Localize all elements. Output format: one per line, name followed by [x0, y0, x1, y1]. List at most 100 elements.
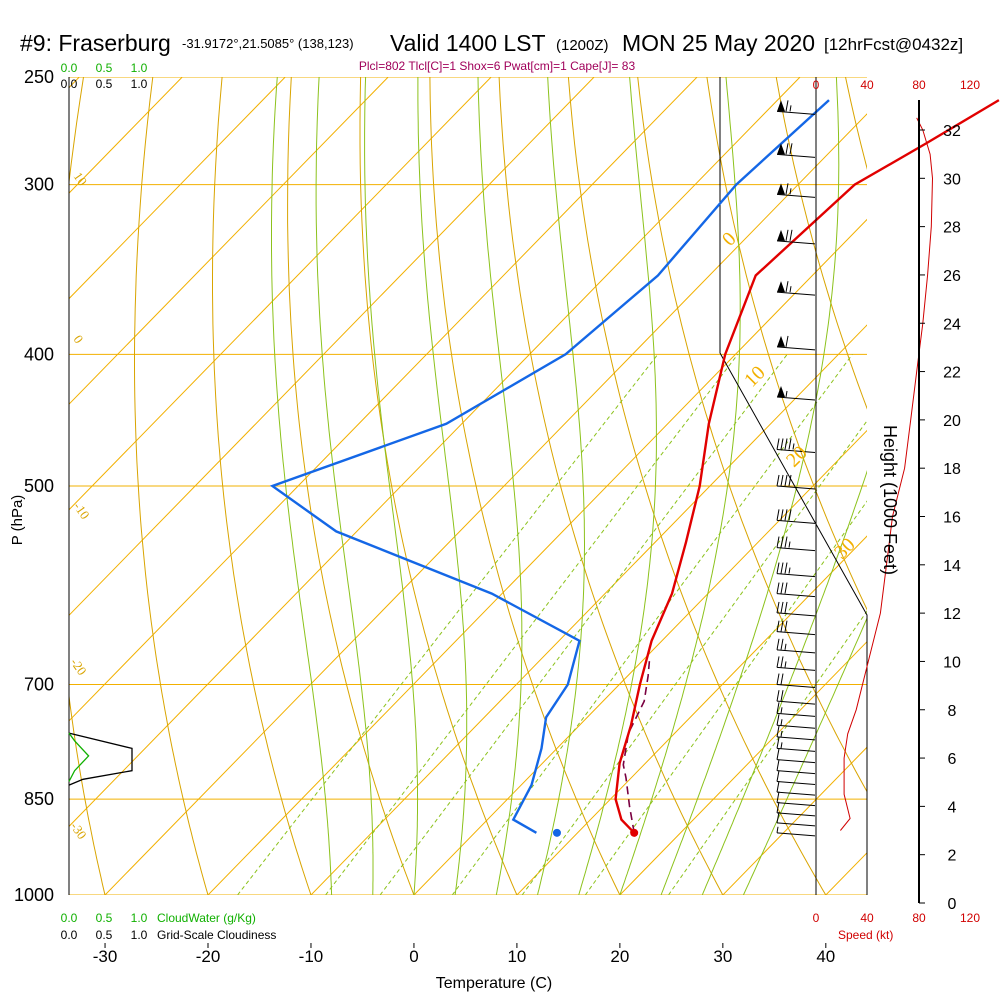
dry-adiabat-line [498, 77, 724, 895]
wind-barb-full [784, 438, 788, 450]
wind-barb-staff [776, 346, 816, 351]
dry-adiabat-line [359, 77, 518, 895]
wind-barbs [776, 100, 816, 837]
pressure-tick-label: 250 [24, 67, 54, 87]
height-tick-label: 12 [943, 606, 961, 623]
wind-barb-full [776, 791, 780, 803]
cloudiness-curve [68, 732, 133, 786]
wind-barb [776, 438, 816, 453]
pressure-tick-label: 700 [24, 675, 54, 695]
plot-boundary [719, 77, 868, 895]
wind-barb-staff [776, 759, 816, 764]
wind-barb-half [792, 443, 795, 450]
surface-temperature-dot [630, 828, 639, 837]
wind-barb-half [789, 188, 792, 195]
wind-barb [776, 714, 816, 729]
wind-barb [776, 737, 816, 752]
wind-barb [776, 620, 816, 636]
wind-barb-pennant [777, 386, 785, 398]
cloudiness-tick-top: 0.0 [61, 77, 78, 91]
wind-barb [776, 281, 816, 296]
wind-barb-full [776, 582, 780, 594]
wind-speed-curve [840, 117, 934, 831]
wind-barb [776, 183, 816, 198]
wind-barb-full [776, 801, 780, 813]
cloudwater-axis-label: CloudWater (g/Kg) [157, 911, 256, 925]
wind-barb-pennant [777, 143, 785, 155]
wind-barb-full [780, 509, 784, 521]
wind-barb-staff [776, 712, 816, 717]
wind-barb-staff [776, 547, 816, 552]
wind-barb [776, 673, 816, 689]
wind-barb [776, 725, 816, 741]
cloudiness-axis-label: Grid-Scale Cloudiness [157, 928, 276, 942]
height-tick-label: 22 [943, 365, 961, 382]
height-tick-label: 26 [943, 268, 961, 285]
wind-barb-full [780, 474, 784, 487]
isotherm-line [207, 218, 867, 895]
wind-barb-full [784, 509, 788, 521]
wind-barb-staff [776, 519, 816, 524]
temperature-tick-label: 30 [713, 947, 732, 966]
wind-barb [776, 690, 816, 705]
dry-adiabat-line [567, 77, 827, 895]
wind-barb-full [785, 229, 789, 241]
height-tick-label: 18 [943, 461, 961, 478]
pressure-axis-label: P (hPa) [9, 495, 26, 546]
cloudiness-tick-bottom: 0.0 [61, 928, 78, 942]
wind-barb-pennant [777, 281, 785, 293]
cloudwater-tick-bottom: 0.0 [61, 911, 78, 925]
isotherm-line [69, 77, 801, 828]
wind-barb-full [776, 702, 780, 714]
wind-barb [776, 474, 816, 490]
height-axis-label: Height (1000 Feet) [880, 425, 900, 575]
isotherm-line [69, 77, 389, 405]
wind-barb-full [784, 562, 788, 574]
wind-barb-full [785, 335, 789, 347]
wind-barb-staff [776, 631, 816, 636]
cloud-profiles: 0.0 0.0 0.0 0.0 0.5 0.5 0.5 0.5 1.0 1.0 1.0 1.0 [61, 61, 148, 942]
wind-barb-full [776, 536, 780, 548]
wind-barb-staff [776, 780, 816, 785]
sounding-profiles [269, 77, 1000, 895]
wind-barb-full [789, 143, 793, 155]
wind-barb-full [784, 582, 788, 594]
height-tick-label: 14 [943, 558, 961, 575]
wind-barb [776, 100, 816, 115]
wind-barb-staff [776, 153, 816, 158]
wind-barb [776, 509, 816, 524]
temperature-tick-label: 40 [816, 947, 835, 966]
wind-barb-staff [776, 700, 816, 705]
wind-barb-staff [776, 666, 816, 671]
mixing-ratio-line [379, 354, 788, 895]
wind-barb-full [776, 509, 780, 521]
wind-barb [776, 335, 816, 351]
height-tick-label: 2 [948, 848, 957, 865]
wind-barb-full [776, 725, 780, 738]
cloudiness-tick-bottom: 0.5 [96, 928, 113, 942]
isotherm-line [104, 113, 867, 895]
wind-barb-full [776, 770, 780, 782]
dry-adiabat-line [134, 77, 209, 895]
isotherm-line [69, 77, 286, 300]
dewpoint-curve [269, 99, 830, 834]
wind-barb-full [784, 620, 788, 632]
wind-barb-full [780, 582, 784, 594]
wind-barb-full [776, 714, 780, 726]
wind-barb-full [784, 601, 788, 614]
cloudwater-tick-top: 0.0 [61, 61, 78, 75]
speed-axis-label: Speed (kt) [838, 928, 893, 942]
height-tick-label: 4 [948, 799, 957, 816]
wind-barb [776, 702, 816, 717]
wind-barb [776, 656, 816, 671]
wind-barb [776, 638, 816, 654]
moist-adiabat-line [578, 77, 657, 895]
dry-adiabat-line [212, 77, 312, 895]
wind-barb-full [776, 656, 780, 668]
temperature-tick-label: -30 [93, 947, 118, 966]
temperature-tick-label: -10 [299, 947, 324, 966]
wind-barb-staff [776, 649, 816, 654]
wind-barb-full [776, 673, 780, 685]
wind-barb-full [776, 601, 780, 614]
